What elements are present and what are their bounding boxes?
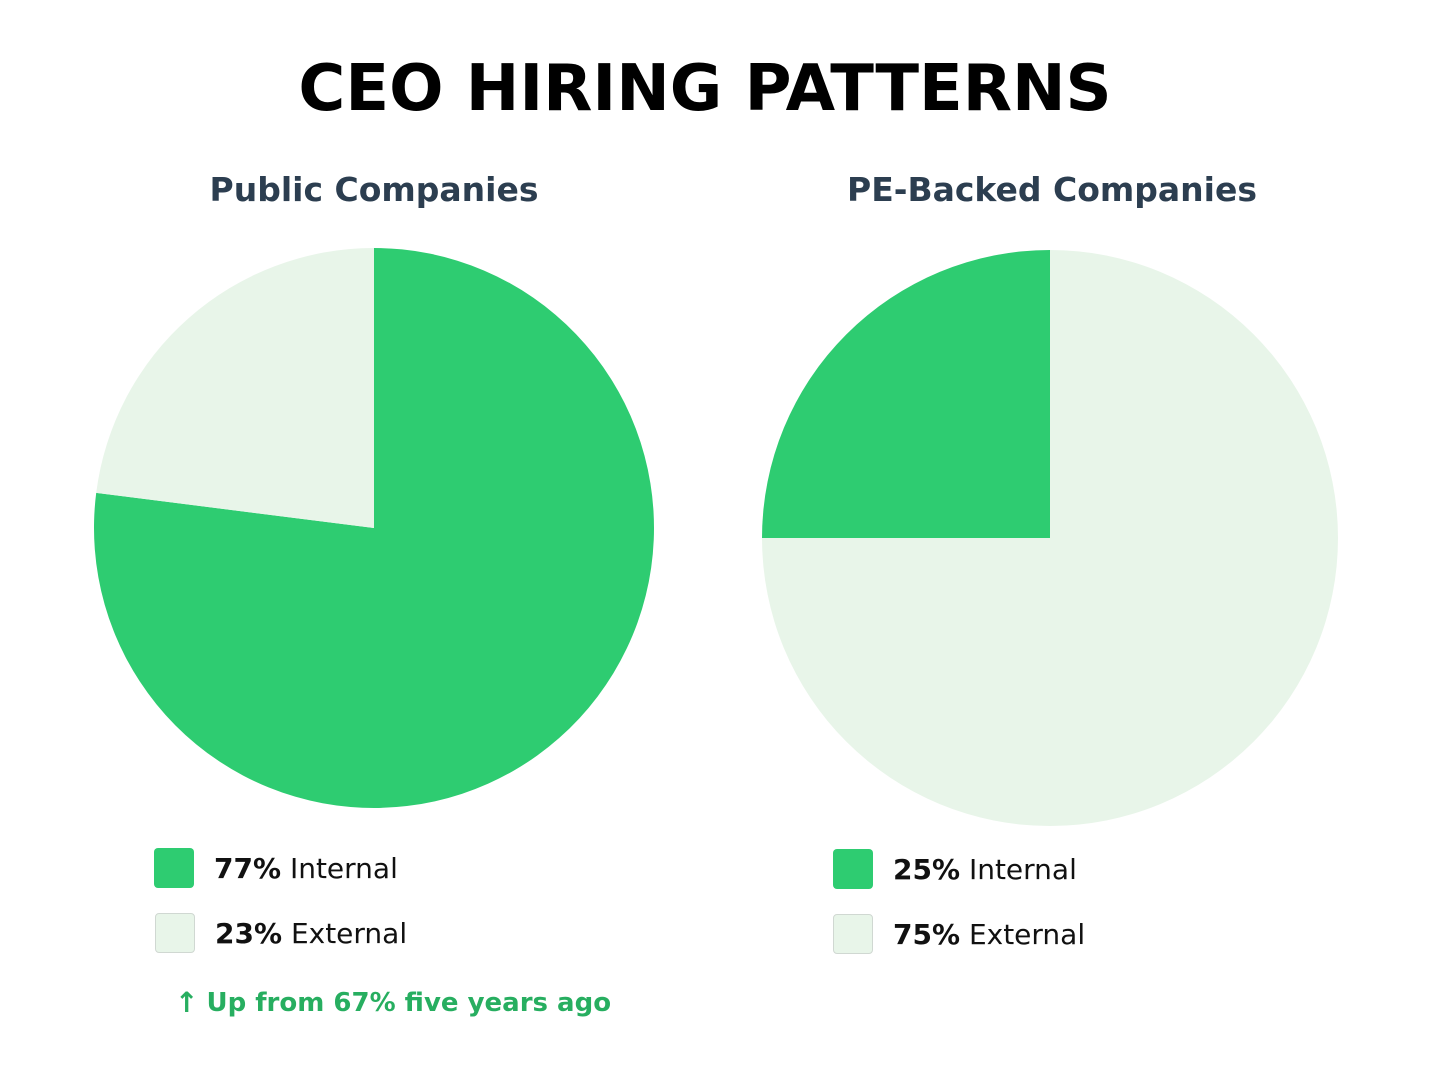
legend-value: 75% (893, 917, 961, 951)
arrow-up-icon: ↑ (175, 986, 199, 1019)
legend-item-internal: 77% Internal (154, 848, 398, 888)
legend-item-external: 23% External (155, 913, 407, 953)
legend-value: 23% (215, 916, 283, 950)
legend-label: Internal (289, 851, 398, 885)
legend-value: 77% (214, 851, 282, 885)
chart-title-pe-backed: PE-Backed Companies (847, 170, 1257, 209)
legend-value: 25% (893, 852, 961, 886)
trend-annotation: ↑ Up from 67% five years ago (175, 986, 611, 1019)
pie-slice-external (96, 248, 374, 528)
pie-slice-external (762, 250, 1338, 826)
legend-swatch-external (833, 914, 873, 954)
legend-label: Internal (968, 852, 1077, 886)
trend-annotation-text: Up from 67% five years ago (206, 987, 612, 1018)
legend-item-external: 75% External (833, 914, 1085, 954)
legend-swatch-external (155, 913, 195, 953)
legend-swatch-internal (833, 849, 873, 889)
legend-label: External (968, 917, 1086, 951)
legend-item-internal: 25% Internal (833, 849, 1077, 889)
chart-title-public: Public Companies (209, 170, 539, 209)
legend-swatch-internal (154, 848, 194, 888)
pie-chart-pe-backed (762, 250, 1338, 826)
pie-chart-public (94, 248, 655, 808)
page-title: CEO HIRING PATTERNS (298, 52, 1112, 126)
pie-slice-internal (762, 250, 1050, 538)
legend-label: External (290, 916, 408, 950)
pie-slice-internal (94, 248, 655, 808)
